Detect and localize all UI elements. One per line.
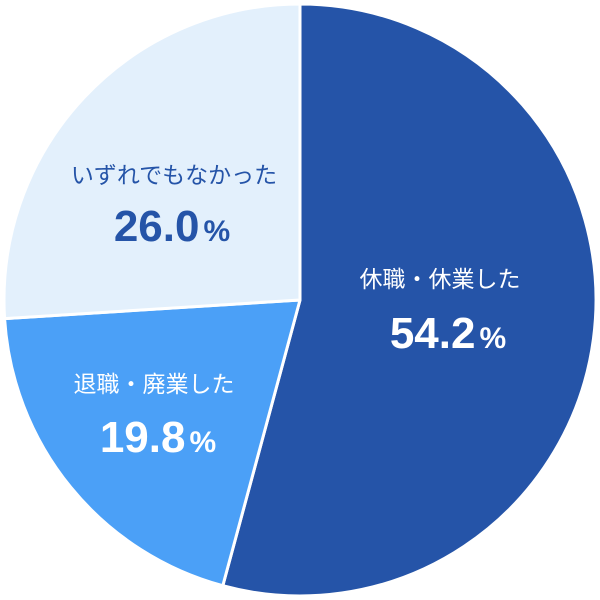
slice-label-0: 休職・休業した bbox=[360, 266, 521, 292]
slice-value-unit-0: % bbox=[479, 322, 506, 355]
slice-value-number-1: 19.8 bbox=[100, 413, 186, 462]
pie-slice-1 bbox=[3, 298, 302, 588]
slice-value-2: 26.0% bbox=[114, 202, 230, 251]
pie-slice-0 bbox=[221, 2, 598, 598]
slice-label-2: いずれでもなかった bbox=[71, 162, 277, 188]
slice-label-group-0: 休職・休業した 54.2% bbox=[360, 266, 521, 358]
pie-slice-2 bbox=[2, 2, 302, 321]
slice-label-1: 退職・廃業した bbox=[74, 371, 235, 397]
slice-value-1: 19.8% bbox=[100, 413, 216, 462]
slice-value-0: 54.2% bbox=[390, 309, 506, 358]
slice-label-group-1: 退職・廃業した 19.8% bbox=[74, 371, 235, 462]
slice-value-number-0: 54.2 bbox=[390, 309, 476, 358]
slice-value-number-2: 26.0 bbox=[114, 202, 200, 251]
slice-value-unit-1: % bbox=[189, 426, 216, 459]
slice-value-unit-2: % bbox=[203, 215, 230, 248]
slice-label-group-2: いずれでもなかった 26.0% bbox=[71, 162, 277, 251]
